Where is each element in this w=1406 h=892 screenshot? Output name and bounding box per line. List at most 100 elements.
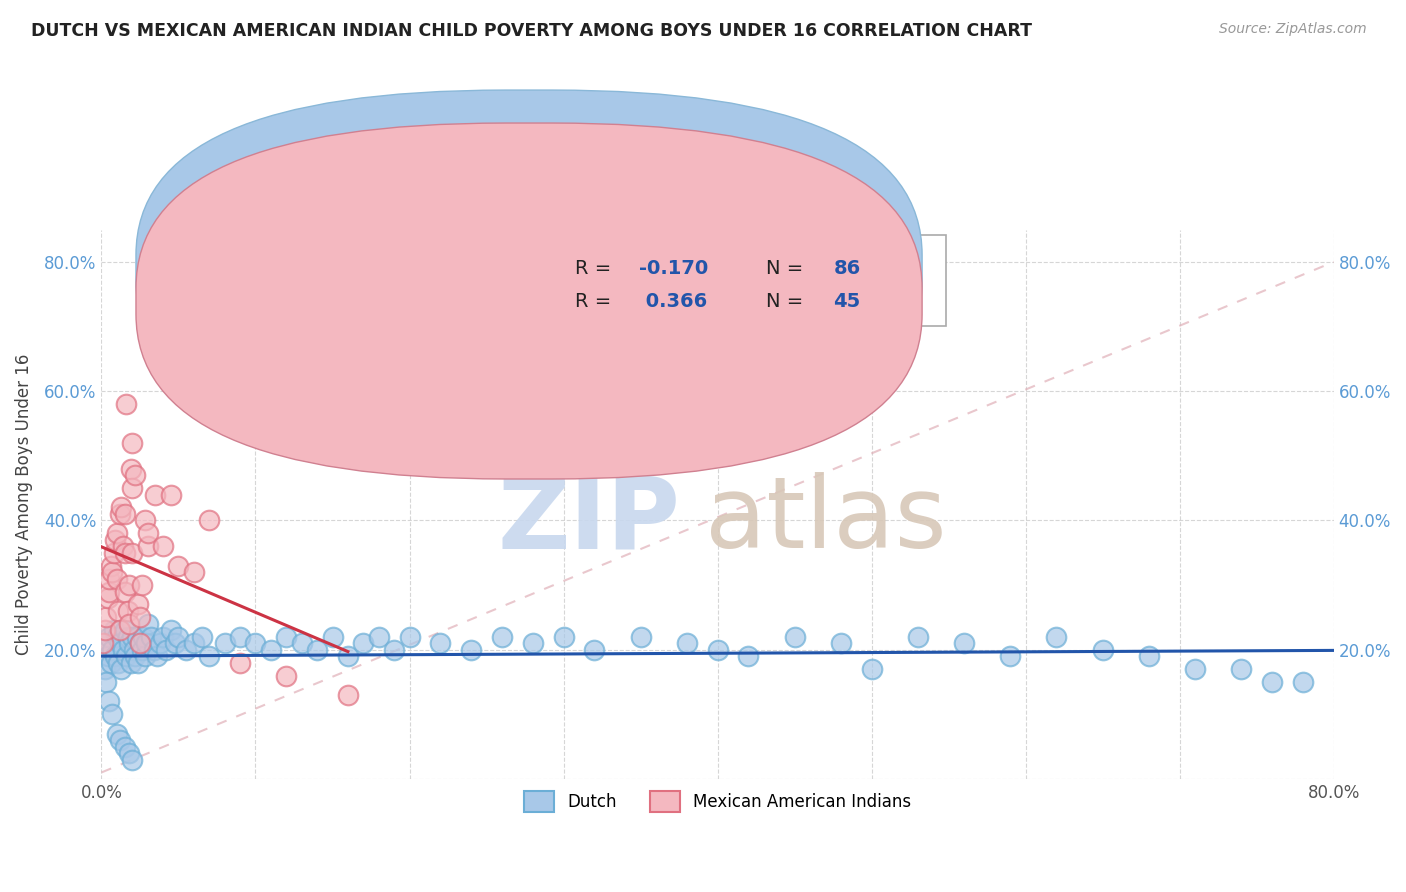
Point [108,733,131,747]
Point [336,649,359,664]
Point [783,630,806,644]
Point [101,707,124,722]
Text: R =: R = [575,292,617,310]
Point [103,624,125,638]
Point [382,642,405,657]
FancyBboxPatch shape [136,123,922,479]
Point [129,610,152,624]
Point [152,630,174,644]
Point [121,435,143,450]
Point [429,636,451,650]
Point [93,662,115,676]
Text: ZIP: ZIP [498,472,681,569]
Point [276,668,298,682]
Point [118,578,141,592]
Point [112,539,135,553]
Point [583,642,606,657]
Point [131,578,153,592]
Point [1045,630,1067,644]
Point [114,584,136,599]
Text: N =: N = [766,259,808,277]
Point [118,636,141,650]
Point [198,513,221,527]
Point [110,662,132,676]
Point [108,636,131,650]
Point [307,642,329,657]
Point [1091,642,1114,657]
Point [276,630,298,644]
Point [142,642,165,657]
Point [167,558,190,573]
Text: R =: R = [575,259,617,277]
Point [98,630,121,644]
Point [136,539,159,553]
Point [117,604,139,618]
Point [114,546,136,560]
Point [104,533,127,547]
Point [155,642,177,657]
Point [198,649,221,664]
Point [146,649,169,664]
Point [491,630,513,644]
Point [136,526,159,541]
Point [105,727,128,741]
Point [105,630,128,644]
Point [245,636,267,650]
Point [112,642,135,657]
Point [110,500,132,515]
Point [1261,675,1284,690]
Point [183,636,205,650]
Point [115,649,138,664]
Point [460,642,482,657]
Point [159,487,181,501]
Point [145,487,167,501]
Text: 45: 45 [834,292,860,310]
Point [118,746,141,760]
Point [522,636,544,650]
Point [94,675,117,690]
Point [107,604,129,618]
FancyBboxPatch shape [477,235,945,326]
Point [229,630,252,644]
Point [101,565,124,579]
Point [98,694,121,708]
Point [100,558,122,573]
Point [108,624,131,638]
Point [152,539,174,553]
Point [121,546,143,560]
Point [1230,662,1253,676]
Point [907,630,929,644]
FancyBboxPatch shape [136,90,922,446]
Point [93,624,115,638]
Point [1137,649,1160,664]
Text: DUTCH VS MEXICAN AMERICAN INDIAN CHILD POVERTY AMONG BOYS UNDER 16 CORRELATION C: DUTCH VS MEXICAN AMERICAN INDIAN CHILD P… [31,22,1032,40]
Point [114,739,136,754]
Point [132,630,155,644]
Point [94,610,117,624]
Point [367,630,389,644]
Point [101,642,124,657]
Text: 86: 86 [834,259,860,277]
Point [134,513,156,527]
Point [860,662,883,676]
Point [675,636,697,650]
Point [159,624,181,638]
Text: 0.366: 0.366 [638,292,707,310]
Point [94,636,117,650]
Point [167,630,190,644]
Point [1184,662,1206,676]
Point [135,636,157,650]
Point [190,630,212,644]
Point [121,481,143,495]
Point [122,642,145,657]
Text: -0.170: -0.170 [638,259,709,277]
Point [998,649,1021,664]
Point [117,630,139,644]
Point [108,507,131,521]
Point [953,636,976,650]
Point [124,468,146,483]
Point [183,565,205,579]
Text: atlas: atlas [706,472,946,569]
Point [129,636,152,650]
Point [260,642,283,657]
